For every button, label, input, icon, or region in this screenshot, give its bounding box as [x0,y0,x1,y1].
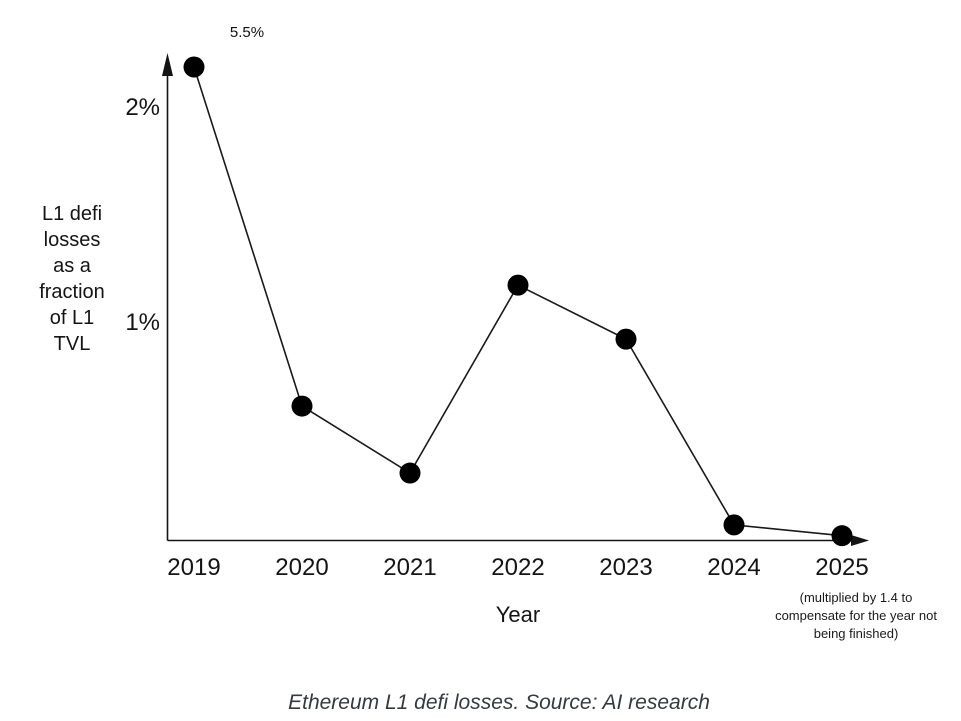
x-tick-label-2025: 2025 [815,554,869,581]
x-tick-label-2020: 2020 [275,554,329,581]
x-tick-label-2019: 2019 [167,554,221,581]
y-axis-title-line: fraction [39,281,105,303]
data-line [193,66,843,537]
data-point-2019 [183,56,205,78]
data-point-2022 [507,274,529,296]
y-axis-title-line: losses [43,229,101,251]
data-points [183,56,853,547]
axes [162,53,869,546]
x-tick-label-2023: 2023 [599,554,653,581]
y-axis-arrow-icon [162,53,173,76]
x-tick-label-2021: 2021 [383,554,437,581]
y-axis-title-line: L1 defi [41,203,103,225]
y-tick-label-1pct: 1% [125,309,160,336]
y-axis-title-line: as a [53,255,91,277]
figure-caption: Ethereum L1 defi losses. Source: AI rese… [288,691,710,714]
peak-value-label: 5.5% [229,24,265,41]
last-point-note: (multiplied by 1.4 to compensate for the… [746,589,961,643]
last-point-note-line: (multiplied by 1.4 to [799,590,913,605]
x-axis-title: Year [495,602,541,627]
data-point-2023 [615,328,637,350]
y-axis-title-line: TVL [53,333,91,355]
last-point-note-line: compensate for the year not [775,608,937,623]
data-point-2020 [291,395,313,417]
y-tick-label-2pct: 2% [125,94,160,121]
data-point-2024 [723,514,745,536]
data-point-2025 [831,525,853,547]
last-point-note-line: being finished) [813,626,899,641]
x-tick-label-2024: 2024 [707,554,761,581]
x-tick-label-2022: 2022 [491,554,545,581]
x-axis-arrow-icon [851,535,869,546]
data-point-2021 [399,462,421,484]
line-chart-svg [162,53,869,547]
y-axis-title-line: of L1 [49,307,95,329]
y-axis-title: L1 defi losses as a fraction of L1 TVL [12,201,132,357]
